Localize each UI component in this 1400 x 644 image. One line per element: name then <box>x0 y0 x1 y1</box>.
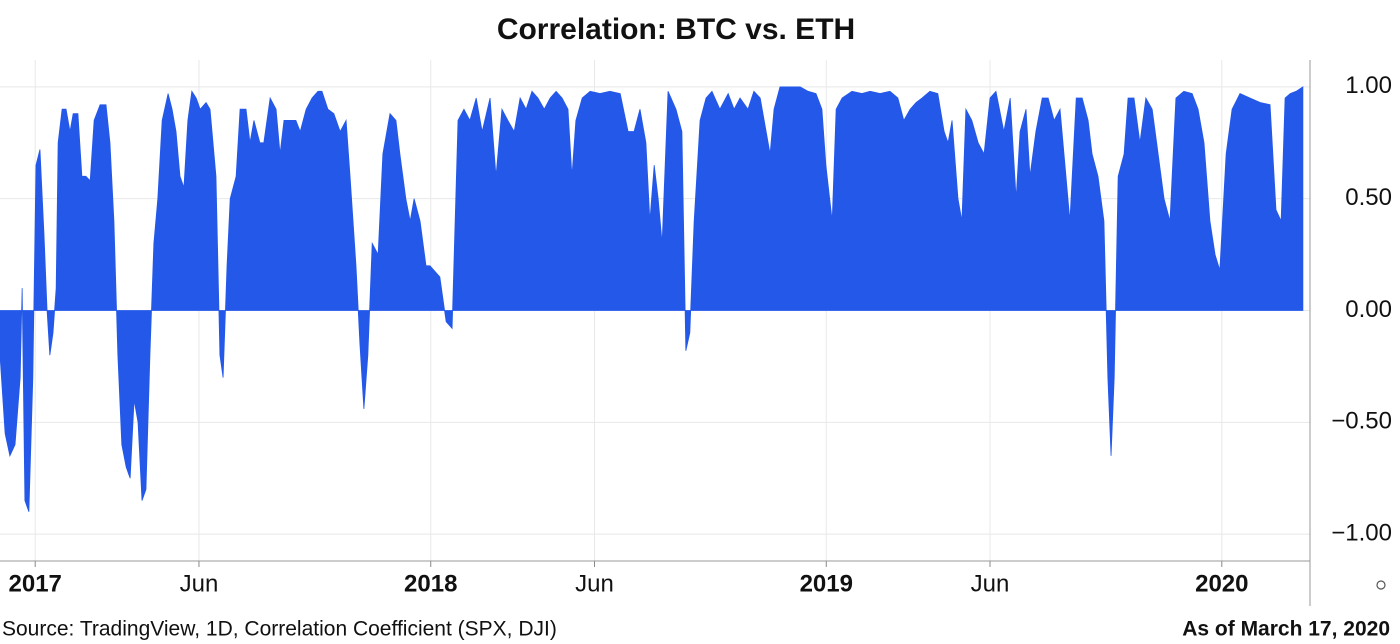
y-tick-label: 0.50 <box>1345 184 1392 211</box>
x-tick-label: 2017 <box>9 570 62 597</box>
x-tick-label: 2020 <box>1195 570 1248 597</box>
x-tick-label: 2019 <box>800 570 853 597</box>
x-tick-label: Jun <box>971 570 1010 597</box>
y-tick-label: 0.00 <box>1345 296 1392 323</box>
note: As of March 17, 2020 <box>1182 618 1390 641</box>
x-tick-label: Jun <box>575 570 614 597</box>
settings-icon-circle <box>1376 580 1386 590</box>
source: Source: TradingView, 1D, Correlation Coe… <box>2 618 557 641</box>
x-tick-label: Jun <box>180 570 219 597</box>
y-tick-label: 1.00 <box>1345 72 1392 99</box>
settings-icon[interactable] <box>1376 580 1386 590</box>
x-tick-label: 2018 <box>404 570 457 597</box>
y-tick-label: −1.00 <box>1331 520 1392 547</box>
area <box>0 86 1304 512</box>
y-tick-label: −0.50 <box>1331 408 1392 435</box>
chart-title: Correlation: BTC vs. ETH <box>497 13 855 46</box>
